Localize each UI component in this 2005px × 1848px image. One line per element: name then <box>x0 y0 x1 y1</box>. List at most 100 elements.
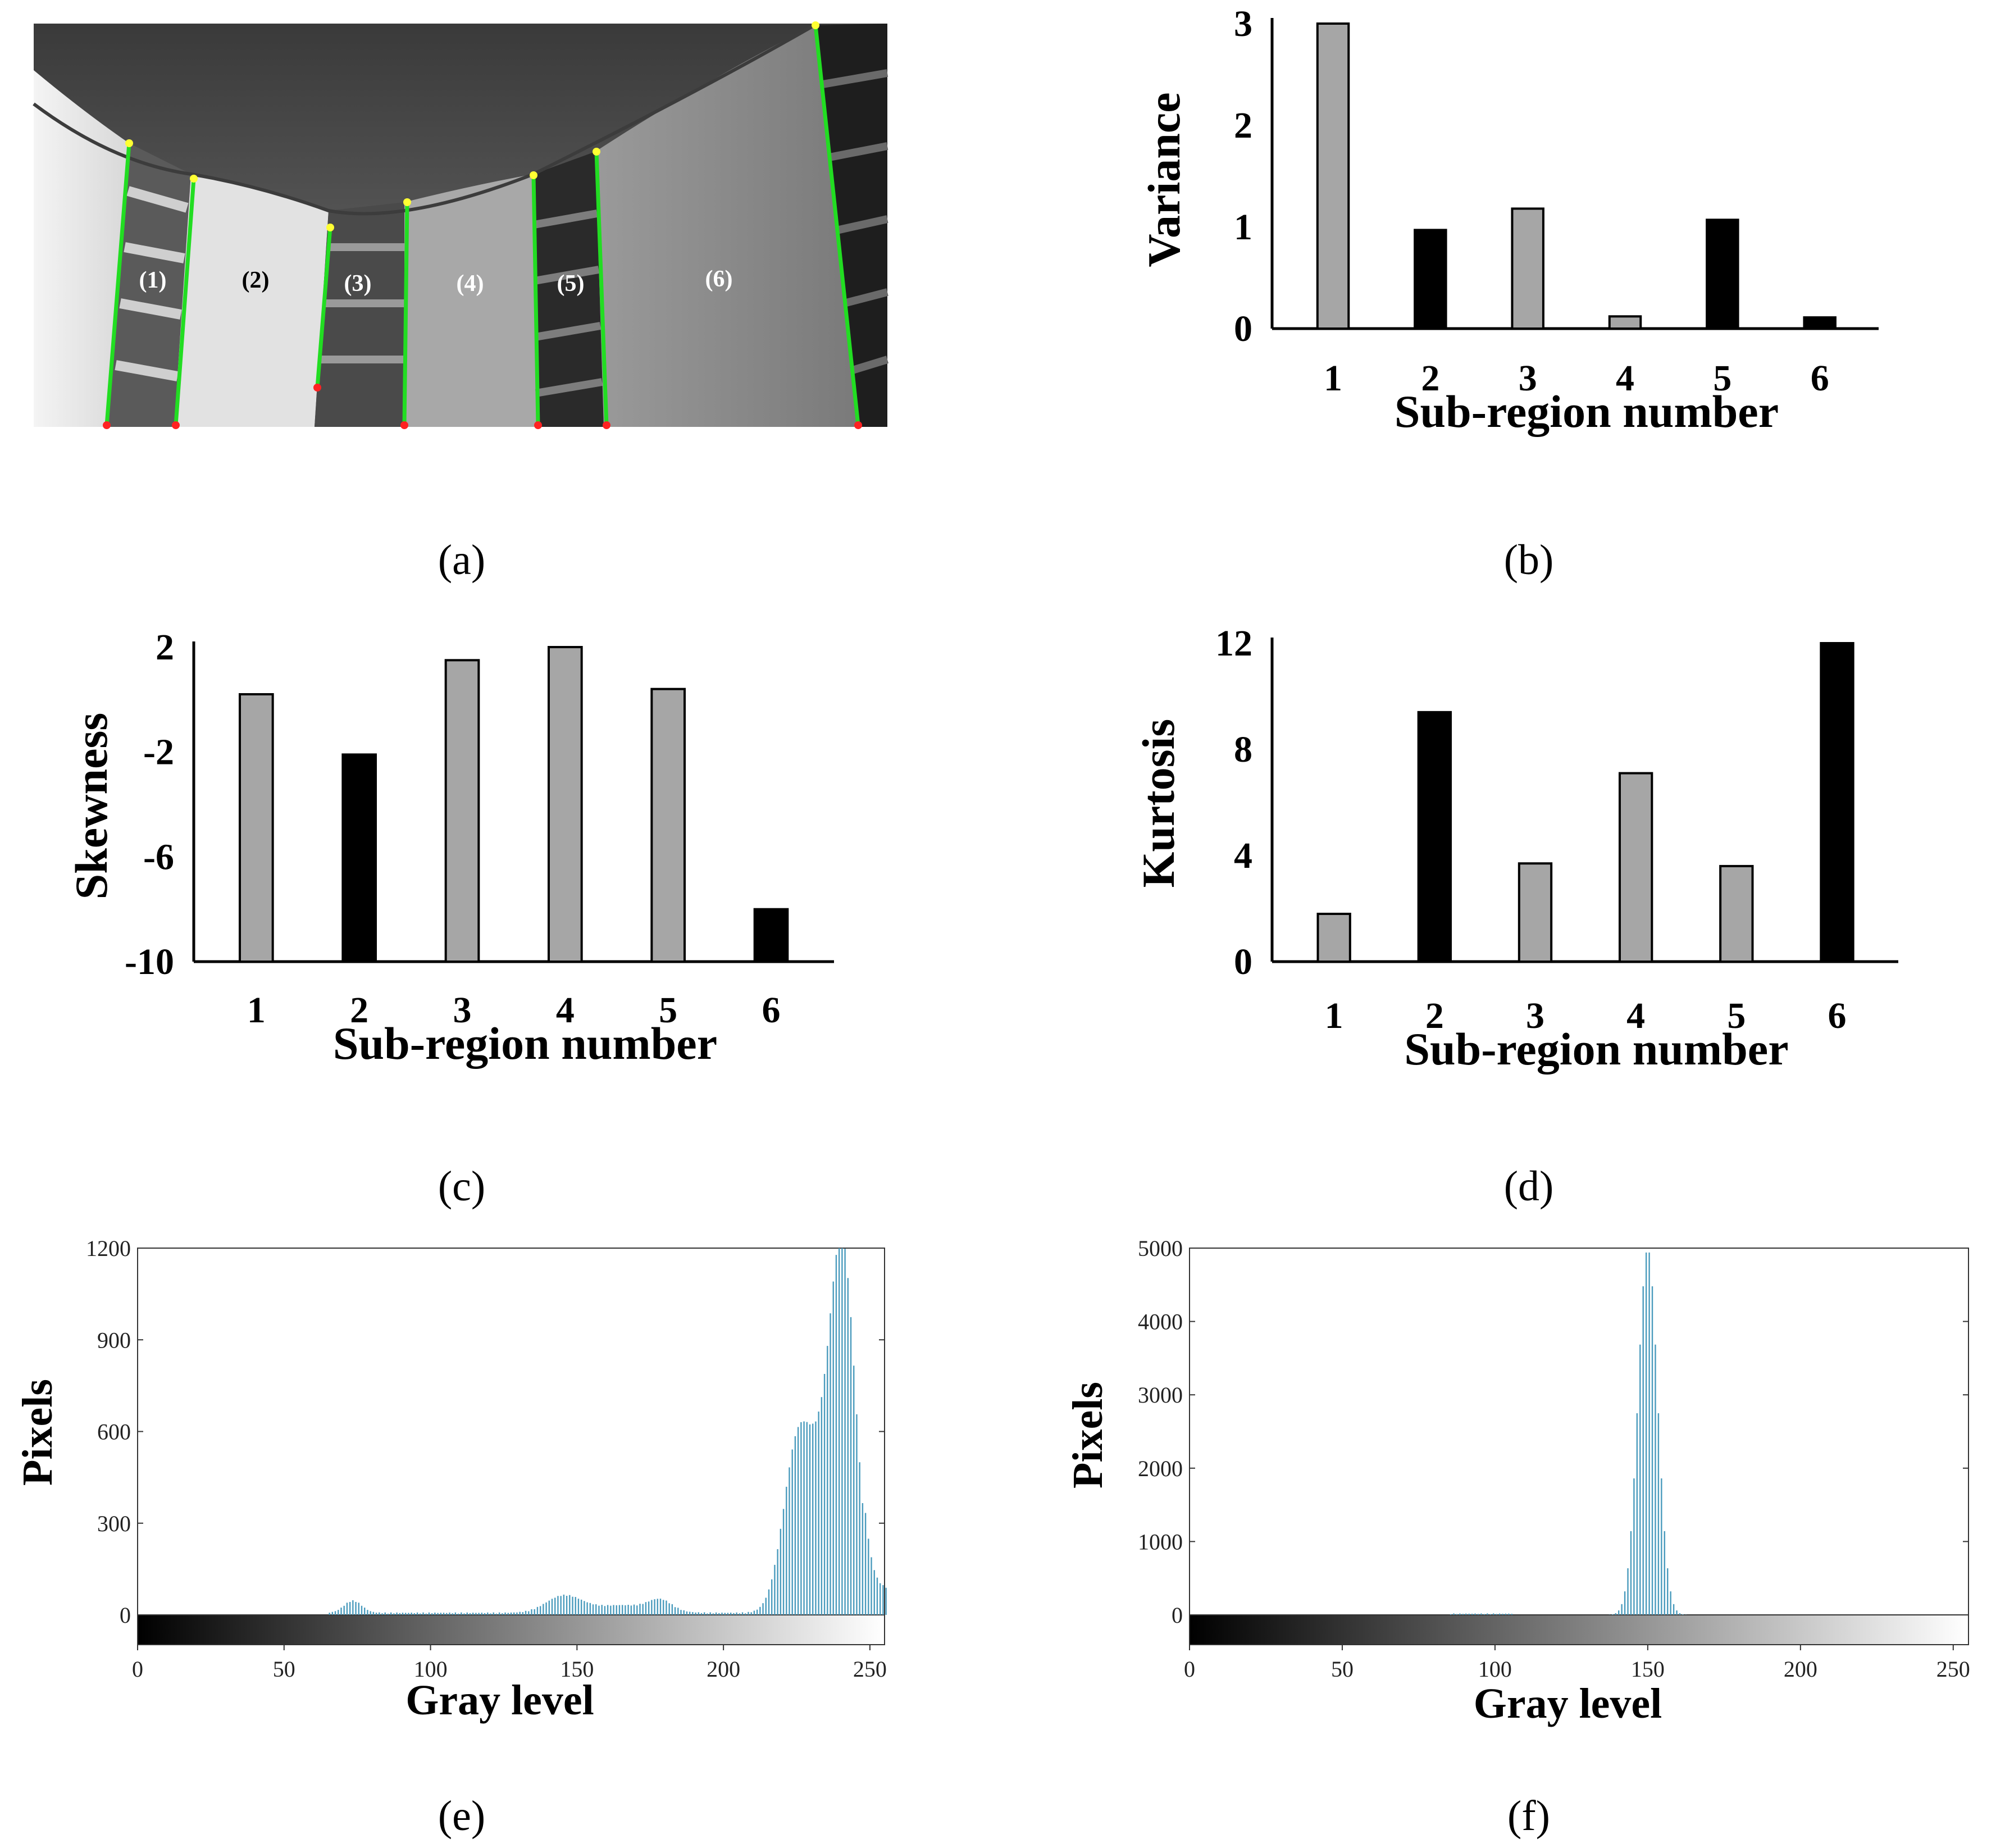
x-tick-label: 6 <box>1828 995 1847 1036</box>
bar-1 <box>1316 22 1350 330</box>
variance-chart: 0 1 2 3 1 2 3 4 5 6 Sub-region number Variance <box>1138 3 1879 437</box>
region-label-4: (4) <box>457 271 484 297</box>
gray-level-colorbar <box>1189 1614 1969 1645</box>
x-tick-label: 150 <box>1631 1656 1665 1682</box>
y-axis-label: Pixels <box>1064 1382 1111 1489</box>
region-label-6: (6) <box>705 266 733 292</box>
x-tick-label: 1 <box>247 990 266 1031</box>
window-bands-3 <box>321 243 404 363</box>
y-tick-label: 12 <box>1215 623 1252 664</box>
x-tick-label: 4 <box>556 990 575 1031</box>
bar-5 <box>1706 219 1739 330</box>
window-bands-1 <box>115 186 189 381</box>
y-tick-label: 8 <box>1234 729 1252 770</box>
y-tick-label: 2 <box>156 627 174 668</box>
x-tick-label: 250 <box>853 1656 887 1682</box>
y-tick-label: 0 <box>1172 1603 1183 1628</box>
bar-3 <box>1511 207 1544 330</box>
x-tick-label: 0 <box>132 1656 143 1682</box>
y-tick-label: 300 <box>97 1511 131 1536</box>
plot-frame <box>137 1248 885 1615</box>
bar-1 <box>239 693 274 963</box>
y-tick-label: 2 <box>1234 105 1252 146</box>
x-tick-label: 2 <box>350 990 368 1031</box>
bar-4 <box>1619 772 1653 963</box>
window-bands-5 <box>533 210 603 397</box>
region-label-3: (3) <box>344 271 372 297</box>
y-tick-label: 3 <box>1234 3 1252 44</box>
x-tick-label: 100 <box>414 1656 448 1682</box>
x-axis-label: Sub-region number <box>333 1018 717 1069</box>
skewness-chart: -10 -6 -2 2 1 2 3 4 5 6 Sub-region number Skewness <box>66 627 834 1069</box>
panel-label-e: (e) <box>438 1792 485 1840</box>
histogram-chart-e: 0 300 600 900 1200 0 50 100 150 200 250 Gray level P… <box>14 1236 887 1724</box>
x-tick-label: 50 <box>273 1656 295 1682</box>
y-tick-label: -6 <box>143 836 174 877</box>
x-tick-label: 5 <box>1713 358 1731 399</box>
x-axis-label: Sub-region number <box>1404 1023 1788 1075</box>
panel-label-c: (c) <box>438 1163 485 1210</box>
bar-2 <box>341 753 377 963</box>
y-axis-label: Kurtosis <box>1133 719 1184 888</box>
x-tick-label: 100 <box>1478 1656 1512 1682</box>
wall-left <box>34 70 129 427</box>
x-axis-label: Gray level <box>405 1677 594 1724</box>
y-tick-label: 0 <box>120 1603 131 1628</box>
window-column-1 <box>107 143 191 427</box>
region-label-1: (1) <box>139 267 167 293</box>
wall-region-2 <box>174 174 329 427</box>
y-axis-label: Pixels <box>14 1379 61 1486</box>
y-axis-label: Skewness <box>66 713 117 900</box>
window-bands-right <box>822 69 889 375</box>
window-column-3 <box>315 202 404 427</box>
bar-6 <box>753 908 789 963</box>
panel-label-f: (f) <box>1507 1792 1550 1840</box>
x-tick-label: 4 <box>1626 995 1645 1036</box>
y-tick-label: 1200 <box>86 1236 131 1261</box>
boundary-lines <box>104 25 860 426</box>
y-axis-label: Variance <box>1138 92 1190 267</box>
x-tick-label: 150 <box>560 1656 594 1682</box>
bottom-markers <box>103 384 862 429</box>
y-tick-label: -10 <box>125 941 174 982</box>
y-tick-label: 4000 <box>1138 1309 1183 1335</box>
bar-2 <box>1414 229 1447 330</box>
y-tick-label: 5000 <box>1138 1236 1183 1261</box>
top-markers <box>125 21 819 231</box>
panel-label-b: (b) <box>1504 536 1554 584</box>
y-tick-label: 1 <box>1234 207 1252 248</box>
x-tick-label: 4 <box>1616 358 1634 399</box>
y-tick-label: -2 <box>143 732 174 773</box>
y-tick-label: 900 <box>97 1327 131 1353</box>
bar-5 <box>650 688 686 963</box>
panel-label-a: (a) <box>438 536 485 584</box>
x-axis-label: Gray level <box>1474 1680 1662 1727</box>
x-axis-label: Sub-region number <box>1395 386 1779 437</box>
bar-5 <box>1719 864 1754 963</box>
y-tick-label: 1000 <box>1138 1529 1183 1554</box>
gray-level-colorbar <box>137 1614 885 1645</box>
wall-region-4 <box>404 174 536 427</box>
x-tick-label: 50 <box>1331 1656 1354 1682</box>
bar-4 <box>548 646 583 963</box>
panel-label-d: (d) <box>1504 1163 1554 1210</box>
y-tick-label: 3000 <box>1138 1382 1183 1408</box>
x-tick-label: 6 <box>762 990 781 1031</box>
x-tick-label: 200 <box>707 1656 740 1682</box>
y-tick-label: 600 <box>97 1419 131 1445</box>
x-tick-label: 0 <box>1184 1656 1195 1682</box>
x-tick-label: 1 <box>1325 995 1343 1036</box>
x-tick-label: 3 <box>1526 995 1544 1036</box>
x-tick-label: 5 <box>1727 995 1746 1036</box>
x-tick-label: 6 <box>1811 358 1829 399</box>
x-tick-label: 200 <box>1784 1656 1817 1682</box>
bar-2 <box>1417 711 1452 963</box>
plot-frame <box>1189 1248 1969 1615</box>
roof-edge <box>33 24 815 216</box>
y-tick-label: 0 <box>1234 941 1252 982</box>
bar-1 <box>1316 912 1351 963</box>
x-tick-label: 2 <box>1421 358 1439 399</box>
y-tick-label: 0 <box>1234 308 1252 349</box>
